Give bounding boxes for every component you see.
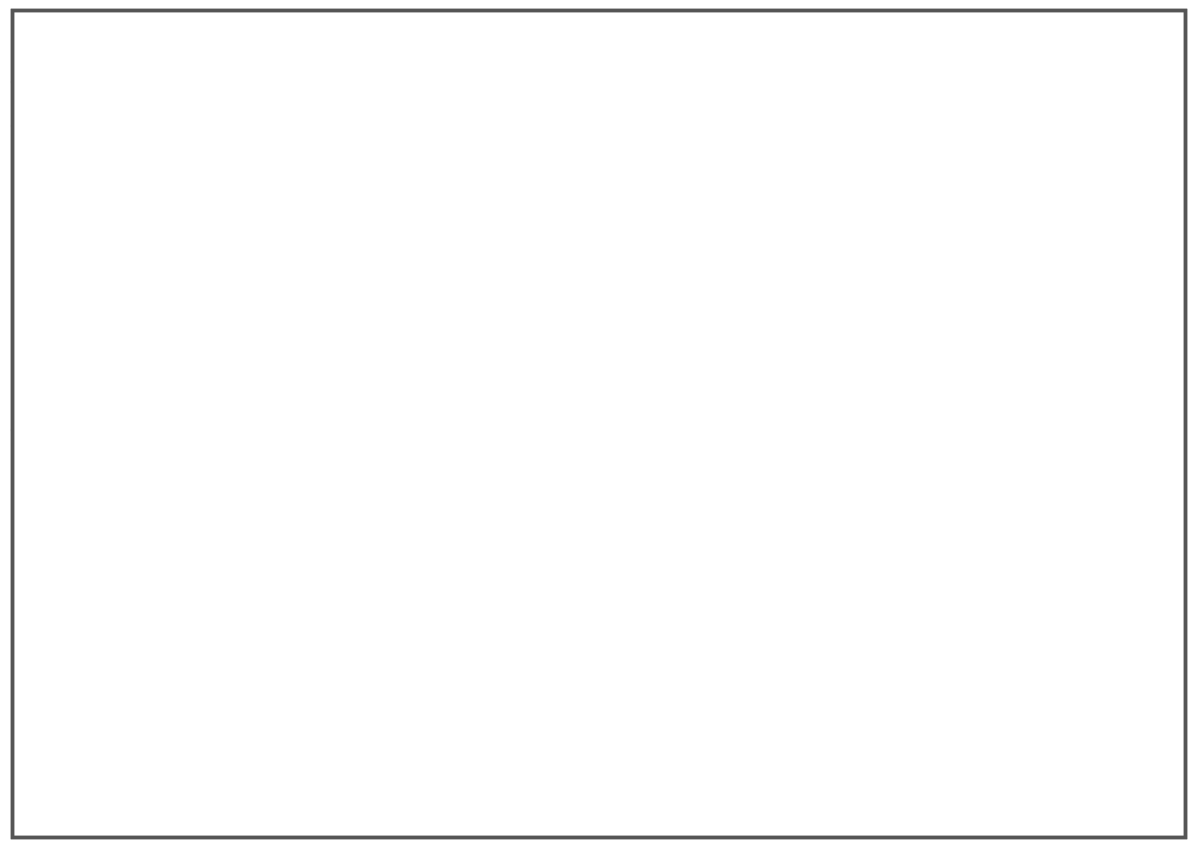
Text: Intracranial hemorrhage, while uncommon, can occur after mild head trauma and le: Intracranial hemorrhage, while uncommon,… xyxy=(63,246,871,264)
Text: Treatment for factor IX deficiency involves replacement of missing coagulation f: Treatment for factor IX deficiency invol… xyxy=(63,626,862,644)
Bar xyxy=(12,10,1185,82)
Text: •: • xyxy=(40,672,50,690)
Text: Persistent bleeding from tongue or lip lacerations is often persistent: Persistent bleeding from tongue or lip l… xyxy=(63,294,680,312)
Text: treatment: treatment xyxy=(72,693,163,711)
Text: •: • xyxy=(40,194,50,212)
Text: transfusion of plasma from a healthy person or infusion of recombinant factor IX: transfusion of plasma from a healthy per… xyxy=(72,647,874,665)
Text: Hemophilia B: Hemophilia B xyxy=(30,398,186,418)
Text: are CRM-negative: are CRM-negative xyxy=(72,601,233,619)
Text: Joint involvement causes swelling, pain, decreased function, and degenerative ar: Joint involvement causes swelling, pain,… xyxy=(63,168,851,186)
Text: •: • xyxy=(40,168,50,186)
Text: •: • xyxy=(40,446,50,464)
Text: Muscle hemorrhage can cause necrosis, contractures, and neuropathy by entrapment: Muscle hemorrhage can cause necrosis, co… xyxy=(63,194,839,212)
Text: A subset of individuals develops IgG antibodies against normal factor IX, which : A subset of individuals develops IgG ant… xyxy=(63,672,893,690)
Text: •: • xyxy=(40,538,50,556)
Text: positive hemophilia B mutations based on detection of F9 antigen in plasma, even: positive hemophilia B mutations based on… xyxy=(72,559,875,577)
Bar xyxy=(12,430,1185,837)
Text: is associated with prolonged activated partial thromboplastin time and a normal : is associated with prolonged activated p… xyxy=(72,492,894,510)
Text: Hematuria occurs occasionally and is usually painless: Hematuria occurs occasionally and is usu… xyxy=(63,220,551,238)
Text: Caused by mutation in the gene encoding coagulation factor IX [F9] on chromosome: Caused by mutation in the gene encoding … xyxy=(63,446,898,464)
Text: •: • xyxy=(40,471,50,489)
Text: Caused by mutation in the gene encoding coagulation factor VIII [F8] on chromoso: Caused by mutation in the gene encoding … xyxy=(63,142,891,160)
Bar xyxy=(12,386,1185,430)
Text: Table. 1 Characteristics of Hemophilia A and B³: Table. 1 Characteristics of Hemophilia A… xyxy=(30,32,767,60)
Text: •: • xyxy=(40,220,50,238)
Text: severe complications: severe complications xyxy=(72,268,263,286)
Text: A distinction has been made between cross-reactive material [CRM]-negative and C: A distinction has been made between cros… xyxy=(63,538,857,556)
Text: Phenotypically indistinguishable from hemophilia A; on blood testing, however, h: Phenotypically indistinguishable from he… xyxy=(63,471,886,489)
Text: bin time: bin time xyxy=(72,513,146,531)
Bar xyxy=(12,82,1185,126)
Text: presence of the decreased aF9ctivity. Approximately 90% of individuals with hemo: presence of the decreased aF9ctivity. Ap… xyxy=(72,580,886,598)
Text: •: • xyxy=(40,626,50,644)
Text: •: • xyxy=(40,246,50,264)
Text: •: • xyxy=(40,142,50,160)
Text: Hemophilia A: Hemophilia A xyxy=(30,94,187,114)
Bar xyxy=(12,126,1185,386)
Text: •: • xyxy=(40,294,50,312)
